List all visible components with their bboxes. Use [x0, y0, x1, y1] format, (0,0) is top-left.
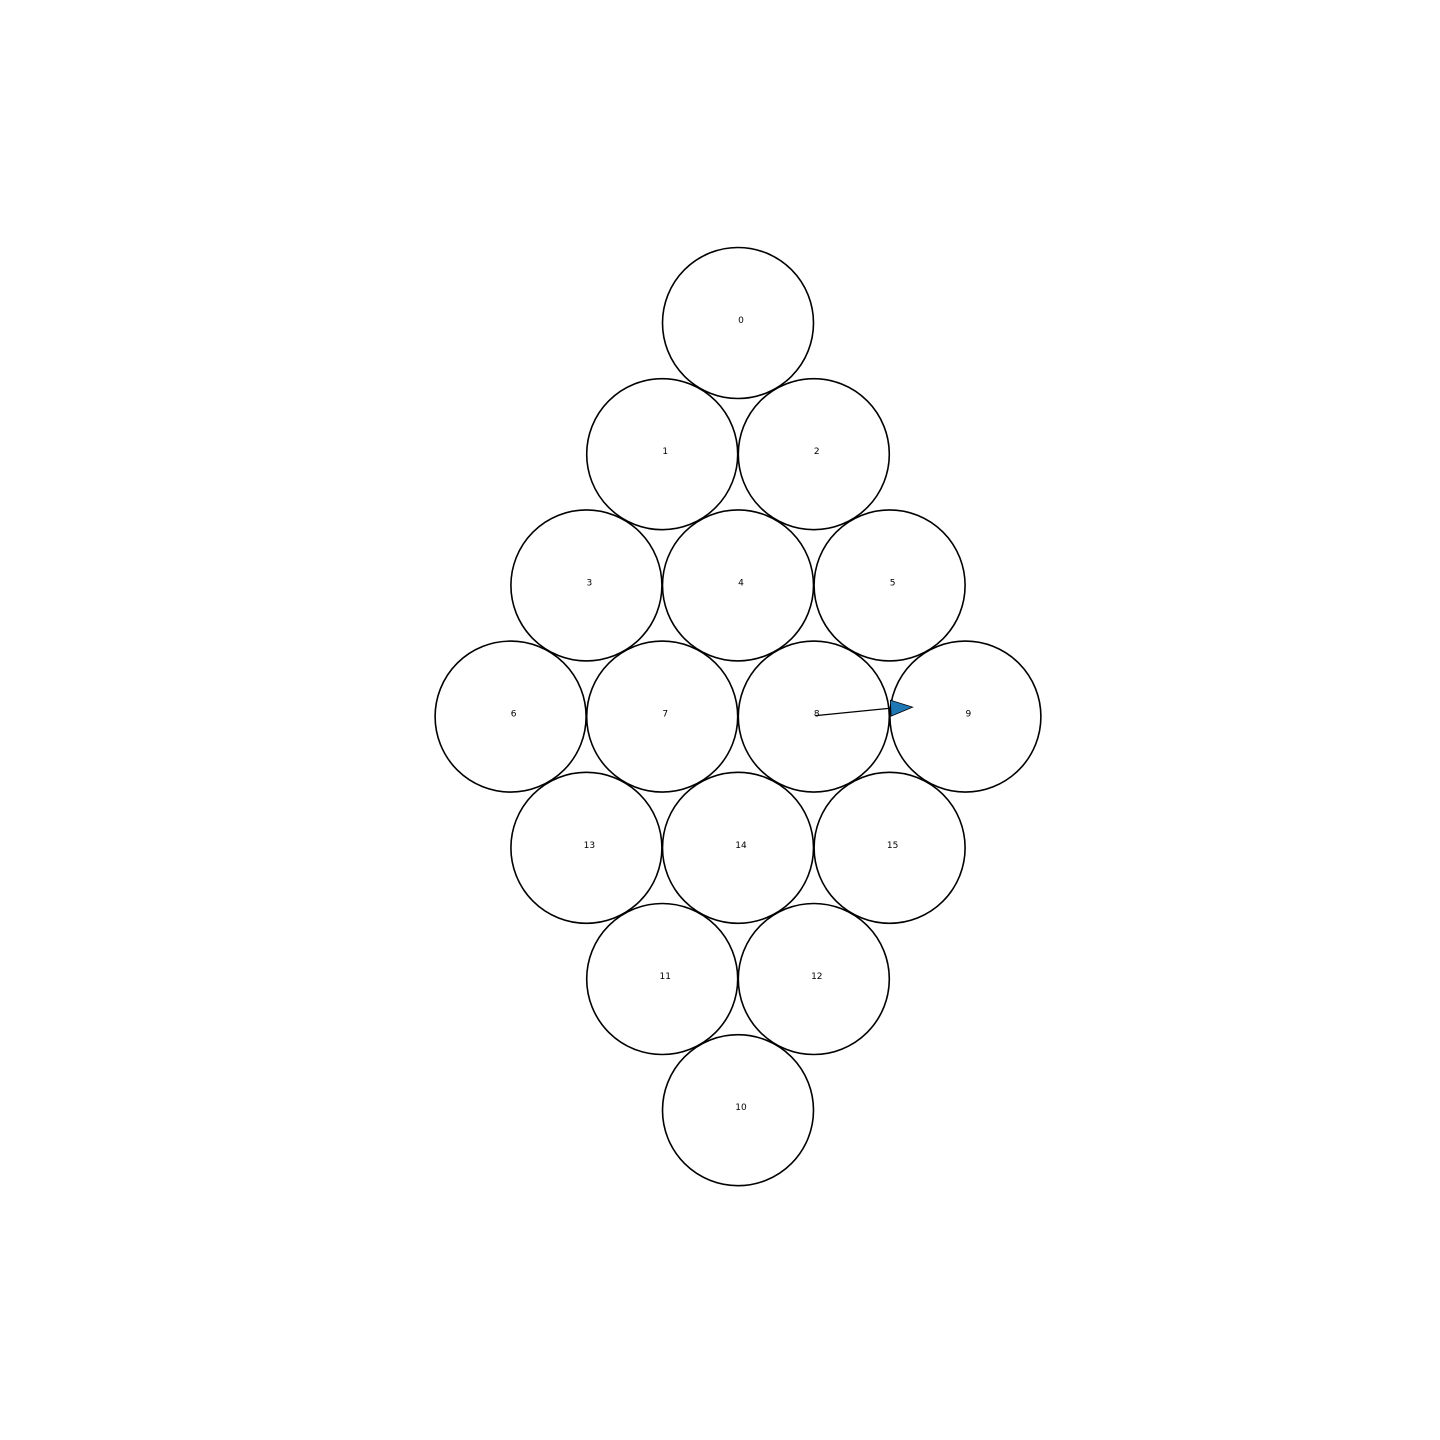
node-label: 10	[735, 1103, 747, 1113]
node-4: 4	[661, 509, 815, 662]
node-circle	[661, 246, 815, 400]
pointer-arrowhead	[889, 699, 914, 717]
node-3: 3	[510, 509, 663, 662]
node-label: 6	[511, 710, 517, 720]
node-15: 15	[813, 771, 966, 925]
pointer-layer	[815, 699, 914, 717]
node-label: 2	[814, 447, 820, 457]
node-label: 11	[659, 972, 670, 982]
node-label: 13	[584, 841, 595, 851]
node-label: 3	[587, 578, 593, 588]
node-circle	[889, 640, 1042, 793]
node-14: 14	[661, 771, 815, 925]
node-0: 0	[661, 246, 815, 400]
node-label: 14	[735, 841, 747, 851]
node-7: 7	[585, 640, 739, 793]
node-circle	[737, 902, 891, 1056]
node-label: 15	[887, 841, 898, 851]
node-label: 7	[662, 710, 668, 720]
node-circle	[737, 377, 891, 531]
node-6: 6	[434, 640, 587, 793]
node-11: 11	[585, 902, 739, 1056]
node-5: 5	[813, 509, 966, 662]
node-label: 5	[890, 578, 896, 588]
node-circle	[813, 509, 966, 662]
node-label: 4	[738, 578, 744, 588]
node-10: 10	[661, 1033, 815, 1187]
node-circle	[661, 1033, 815, 1187]
node-circle	[813, 771, 966, 925]
node-12: 12	[737, 902, 891, 1056]
node-label: 1	[662, 447, 668, 457]
node-2: 2	[737, 377, 891, 531]
node-1: 1	[585, 377, 739, 531]
node-13: 13	[510, 771, 663, 925]
node-label: 0	[738, 316, 744, 326]
node-label: 8	[814, 710, 820, 720]
node-9: 9	[889, 640, 1042, 793]
pointer-shaft	[815, 707, 891, 717]
node-8: 8	[737, 640, 891, 793]
node-label: 9	[966, 710, 972, 720]
node-label: 12	[811, 972, 822, 982]
